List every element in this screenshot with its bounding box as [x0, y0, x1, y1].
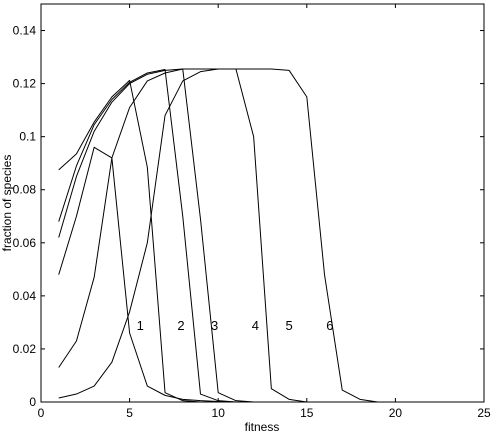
series-line-5: [58, 68, 378, 403]
curve-label-5: 5: [285, 318, 292, 333]
y-tick-label: 0.06: [13, 236, 37, 250]
curve-label-2: 2: [177, 318, 184, 333]
series-line-1: [58, 79, 378, 403]
annotation-layer: 1 2 3 4 5 6: [137, 318, 334, 333]
x-tick-label: 20: [389, 406, 403, 420]
x-tick-label: 5: [126, 406, 133, 420]
y-axis-title: fraction of species: [0, 155, 14, 252]
y-tick-label: 0.12: [13, 77, 37, 91]
curve-label-3: 3: [211, 318, 218, 333]
series-line-6: [58, 68, 378, 403]
x-axis-title: fitness: [245, 420, 280, 434]
series-line-2: [58, 69, 378, 403]
x-tick-label: 15: [300, 406, 314, 420]
x-tick-label: 10: [212, 406, 226, 420]
curve-label-6: 6: [326, 318, 333, 333]
series-line-3: [58, 68, 378, 403]
series-layer: [58, 68, 378, 403]
x-tick-label: 25: [477, 406, 491, 420]
y-tick-label: 0.14: [13, 24, 37, 38]
y-tick-label: 0: [29, 395, 36, 409]
y-tick-label: 0.04: [13, 289, 37, 303]
y-tick-label: 0.02: [13, 342, 37, 356]
y-tick-label: 0.1: [19, 130, 36, 144]
curve-label-4: 4: [252, 318, 259, 333]
plot-area-frame: [40, 3, 485, 403]
series-line-4: [58, 146, 378, 403]
curve-label-1: 1: [137, 318, 144, 333]
y-tick-label: 0.08: [13, 183, 37, 197]
x-tick-label: 0: [38, 406, 45, 420]
